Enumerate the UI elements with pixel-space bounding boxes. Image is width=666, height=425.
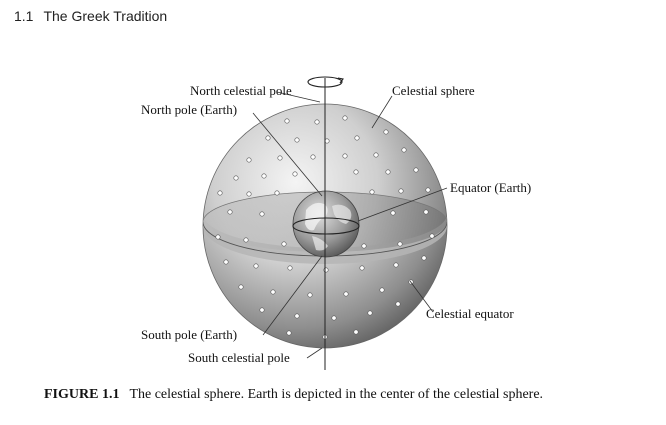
label-north-celestial-pole: North celestial pole	[190, 83, 292, 98]
label-equator-earth: Equator (Earth)	[450, 180, 531, 195]
star-field	[215, 115, 435, 340]
figure-caption: FIGURE 1.1 The celestial sphere. Earth is…	[44, 387, 543, 403]
label-south-pole-earth: South pole (Earth)	[141, 327, 237, 342]
section-title: The Greek Tradition	[43, 8, 168, 24]
label-celestial-equator: Celestial equator	[426, 306, 514, 321]
rotation-arrow-icon	[307, 76, 344, 88]
leader-lines	[252, 91, 448, 359]
earth	[292, 190, 360, 258]
page-header: 1.1 The Greek Tradition	[14, 8, 167, 24]
figure-caption-text: The celestial sphere. Earth is depicted …	[129, 387, 544, 402]
label-celestial-sphere: Celestial sphere	[392, 83, 475, 98]
label-south-celestial-pole: South celestial pole	[188, 350, 290, 365]
figure-label: FIGURE 1.1	[44, 387, 120, 402]
label-north-pole-earth: North pole (Earth)	[141, 102, 237, 117]
section-number: 1.1	[14, 8, 34, 24]
